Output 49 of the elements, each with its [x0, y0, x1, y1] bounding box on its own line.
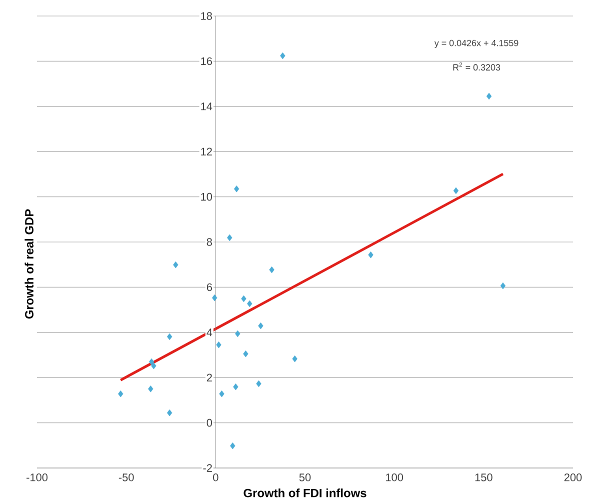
y-tick-label: 18: [201, 12, 212, 20]
point: [280, 52, 286, 60]
x-tick-label: 0: [213, 474, 218, 482]
point: [269, 266, 274, 274]
y-tick-label: 10: [201, 193, 212, 201]
point: [368, 252, 374, 258]
point: [166, 333, 172, 340]
y-axis-title: Growth of real GDP: [24, 209, 34, 319]
point: [243, 350, 248, 358]
point: [247, 300, 252, 308]
x-tick-label: 100: [386, 474, 404, 482]
point: [235, 330, 240, 338]
point: [212, 294, 218, 302]
y-tick-label: 12: [201, 148, 212, 156]
point: [151, 362, 156, 370]
x-axis-title: Growth of FDI inflows: [244, 488, 366, 498]
x-tick-label: -50: [118, 474, 134, 482]
point: [234, 186, 240, 192]
x-tick-label: 50: [299, 474, 311, 482]
y-tick-label: 2: [206, 374, 212, 382]
x-tick-label: -100: [26, 474, 48, 482]
point: [453, 187, 459, 194]
point: [148, 358, 154, 366]
point: [216, 342, 222, 348]
y-tick-label: 6: [206, 284, 212, 292]
point: [500, 282, 506, 290]
point: [118, 390, 124, 398]
point: [292, 356, 298, 362]
y-tick-label: 0: [206, 419, 212, 427]
point: [241, 296, 246, 302]
point: [148, 386, 154, 392]
point: [486, 93, 492, 100]
point: [230, 442, 236, 450]
annotation: y = 0.0426x + 4.1559: [434, 40, 518, 48]
point: [227, 234, 232, 242]
y-tick-label: 4: [206, 328, 212, 336]
y-tick-label: 14: [201, 102, 212, 110]
point: [219, 390, 224, 398]
point: [166, 410, 172, 416]
point: [233, 384, 238, 390]
y-tick-label: 16: [201, 58, 212, 66]
point: [173, 262, 178, 268]
y-tick-label: 8: [206, 238, 212, 246]
x-tick-label: 150: [475, 474, 492, 482]
x-tick-label: 200: [564, 474, 582, 482]
point: [258, 322, 264, 330]
annotation: R$^{2}$ = 0.3203: [453, 62, 500, 71]
y-tick-label: -2: [203, 464, 212, 472]
point: [256, 380, 262, 388]
